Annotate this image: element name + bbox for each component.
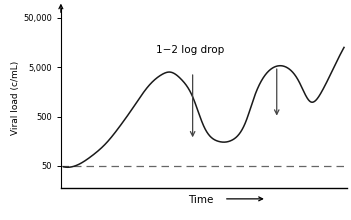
- Text: 1−2 log drop: 1−2 log drop: [156, 45, 224, 55]
- Text: Time: Time: [188, 195, 220, 205]
- Y-axis label: Viral load (c/mL): Viral load (c/mL): [11, 61, 20, 135]
